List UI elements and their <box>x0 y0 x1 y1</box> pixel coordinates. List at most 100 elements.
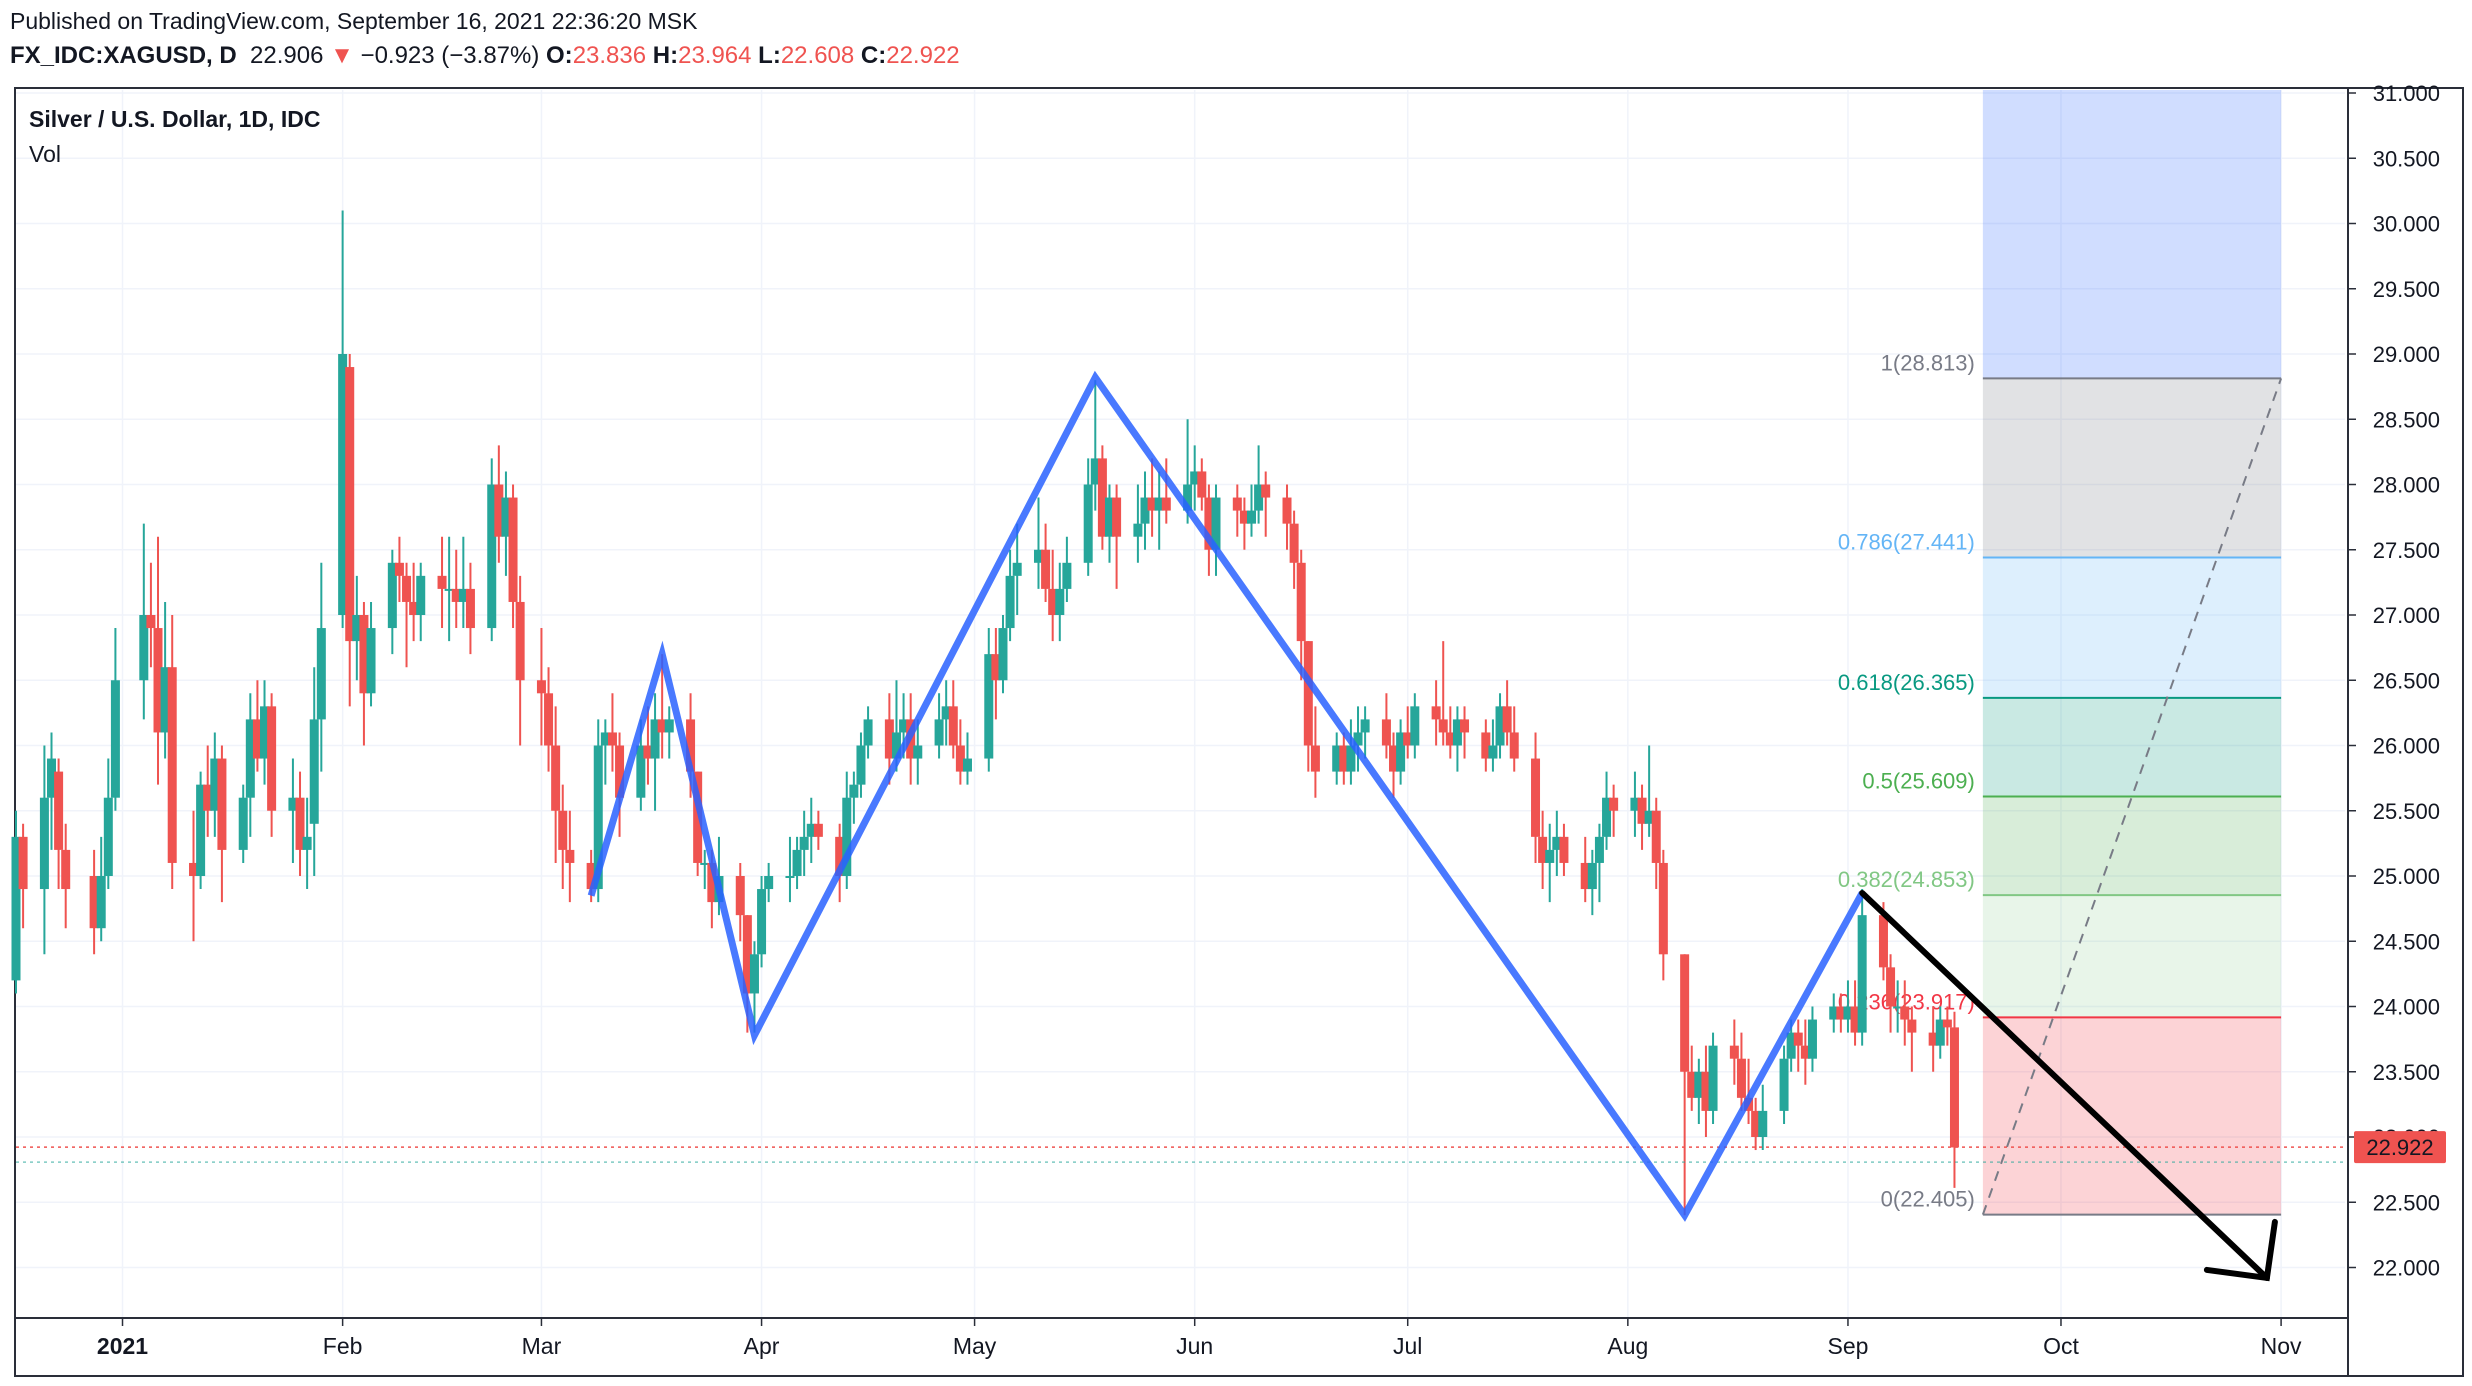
candle-body <box>47 758 57 798</box>
candle-body <box>494 484 504 537</box>
candle-body <box>1353 732 1363 746</box>
candle-body <box>1012 562 1022 576</box>
candle-body <box>544 693 554 746</box>
candle-body <box>1261 484 1271 498</box>
candle-body <box>707 862 717 903</box>
grid-lines <box>16 90 2345 1318</box>
candle-body <box>1147 497 1157 511</box>
candle-body <box>1843 1006 1853 1020</box>
candle-body <box>813 823 823 837</box>
fib-level-label: 1(28.813) <box>1881 350 1975 375</box>
candle-body <box>1332 745 1342 772</box>
candle-body <box>941 706 951 720</box>
candle-body <box>394 562 404 576</box>
candle-body <box>1878 915 1888 968</box>
x-tick-label: Jul <box>1393 1333 1422 1359</box>
candle-body <box>1296 562 1306 642</box>
y-tick-label: 28.500 <box>2373 407 2440 432</box>
candle-body <box>1481 732 1491 759</box>
candle-body <box>1460 719 1470 733</box>
candle-body <box>1289 523 1299 563</box>
axes: 31.000 30.500 30.000 29.500 29.000 28.500 28.0… <box>14 81 2446 1377</box>
candle-body <box>1587 862 1597 890</box>
y-tick-label: 22.000 <box>2373 1256 2440 1281</box>
candle-body <box>643 745 653 759</box>
candle-body <box>153 628 163 733</box>
candle-body <box>1701 1071 1711 1111</box>
candle-body <box>458 588 468 602</box>
candle-body <box>1254 484 1264 511</box>
symbol-label[interactable]: FX_IDC:XAGUSD, D <box>10 42 237 69</box>
candle-body <box>387 562 397 629</box>
candle-body <box>1594 836 1604 863</box>
candle-body <box>444 588 454 591</box>
candle-body <box>18 836 28 890</box>
candle-body <box>260 706 270 759</box>
candle-body <box>1552 836 1562 850</box>
candle-body <box>749 954 759 994</box>
candle-body <box>1452 719 1462 746</box>
candle-body <box>1531 758 1541 837</box>
candle-body <box>139 615 149 681</box>
fib-retracement[interactable]: 1(28.813) 0.786(27.441) 0.618(26.365) 0.5(2… <box>1838 90 2283 1216</box>
candle-body <box>693 771 703 863</box>
drawings[interactable] <box>16 370 2348 1282</box>
candle-body <box>167 667 177 863</box>
candle-body <box>1609 797 1619 811</box>
candle-body <box>1502 706 1512 733</box>
candle-body <box>1807 1019 1817 1059</box>
candle-body <box>1403 732 1413 746</box>
candle-body <box>487 484 497 629</box>
candle-body <box>146 615 156 629</box>
last-price-label: 22.922 <box>2366 1135 2433 1160</box>
candle-body <box>593 745 603 890</box>
candle-body <box>1850 1006 1860 1033</box>
candle-body <box>1658 862 1668 955</box>
candle-body <box>1935 1019 1945 1046</box>
candle-body <box>1680 954 1690 1072</box>
x-tick-label: 2021 <box>97 1333 148 1359</box>
candle-body <box>891 732 901 759</box>
candle-body <box>899 719 909 733</box>
candle-body <box>835 836 845 876</box>
candle-body <box>295 797 305 850</box>
y-tick-label: 22.500 <box>2373 1190 2440 1215</box>
y-tick-label: 24.000 <box>2373 995 2440 1020</box>
candle-body <box>1687 1071 1697 1098</box>
candle-body <box>1729 1045 1739 1059</box>
candle-body <box>465 588 475 629</box>
candle-body <box>884 719 894 759</box>
y-tick-label: 30.000 <box>2373 212 2440 237</box>
candle-body <box>1793 1032 1803 1046</box>
candle-body <box>1857 915 1867 1033</box>
fib-level-label: 0.786(27.441) <box>1838 529 1975 554</box>
candle-body <box>586 862 596 890</box>
candle-body <box>1829 1006 1839 1020</box>
y-tick-label: 23.500 <box>2373 1060 2440 1085</box>
candle-body <box>1800 1045 1810 1059</box>
candle-body <box>1786 1032 1796 1059</box>
candle-body <box>1055 588 1065 615</box>
x-tick-label: Aug <box>1607 1333 1648 1359</box>
high-label: H: <box>652 42 679 69</box>
chart-frame <box>14 87 2464 1377</box>
candle-body <box>1694 1071 1704 1098</box>
candle-body <box>1339 745 1349 772</box>
candle-body <box>785 876 795 878</box>
candle-body <box>267 706 277 811</box>
candle-body <box>991 654 1001 681</box>
candle-body <box>650 719 660 759</box>
candle-body <box>345 367 355 642</box>
fib-level-label: 0.382(24.853) <box>1838 867 1975 892</box>
y-tick-label: 31.000 <box>2373 81 2440 106</box>
y-tick-label: 29.000 <box>2373 342 2440 367</box>
candle-body <box>437 575 447 589</box>
volume-legend: Vol <box>29 141 61 167</box>
candle-body <box>1097 458 1107 537</box>
x-tick-label: May <box>953 1333 997 1359</box>
candle-body <box>1183 484 1193 511</box>
x-tick-label: Feb <box>323 1333 363 1359</box>
candle-body <box>984 654 994 759</box>
candle-body <box>210 758 220 811</box>
